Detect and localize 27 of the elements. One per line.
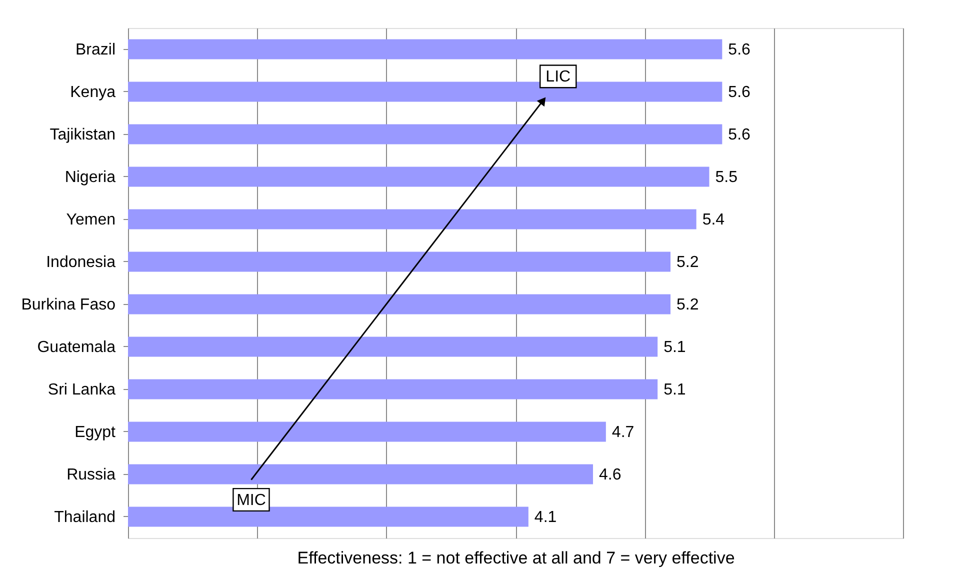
data-label: 5.1 [664,381,686,398]
data-label: 5.6 [728,84,751,101]
x-axis-title: Effectiveness: 1 = not effective at all and 7 = very effective [297,548,735,568]
y-tick-label: Kenya [70,84,116,101]
data-label: 4.7 [612,424,634,441]
y-tick-label: Brazil [75,41,116,58]
y-tick-label: Egypt [74,424,116,441]
annotation: MIC [236,492,266,509]
data-label: 5.1 [664,338,686,356]
data-label: 5.2 [676,254,699,271]
data-label: 5.2 [676,296,699,314]
y-tick-label: Nigeria [64,168,116,186]
y-tick-label: Guatemala [37,338,116,356]
y-tick-label: Tajikistan [50,126,116,144]
data-label: 5.6 [728,41,751,58]
y-tick-label: Burkina Faso [21,296,116,314]
y-tick-label: Sri Lanka [48,381,116,398]
data-label: 4.1 [534,508,557,526]
annotation: LIC [546,68,571,86]
y-tick-label: Thailand [54,508,116,526]
data-label: 5.6 [728,126,751,144]
y-tick-label: Yemen [66,211,116,228]
y-tick-label: Indonesia [46,254,116,271]
y-tick-label: Russia [66,466,116,484]
data-label: 5.4 [702,211,725,228]
data-label: 4.6 [599,466,622,484]
data-label: 5.5 [715,168,738,186]
